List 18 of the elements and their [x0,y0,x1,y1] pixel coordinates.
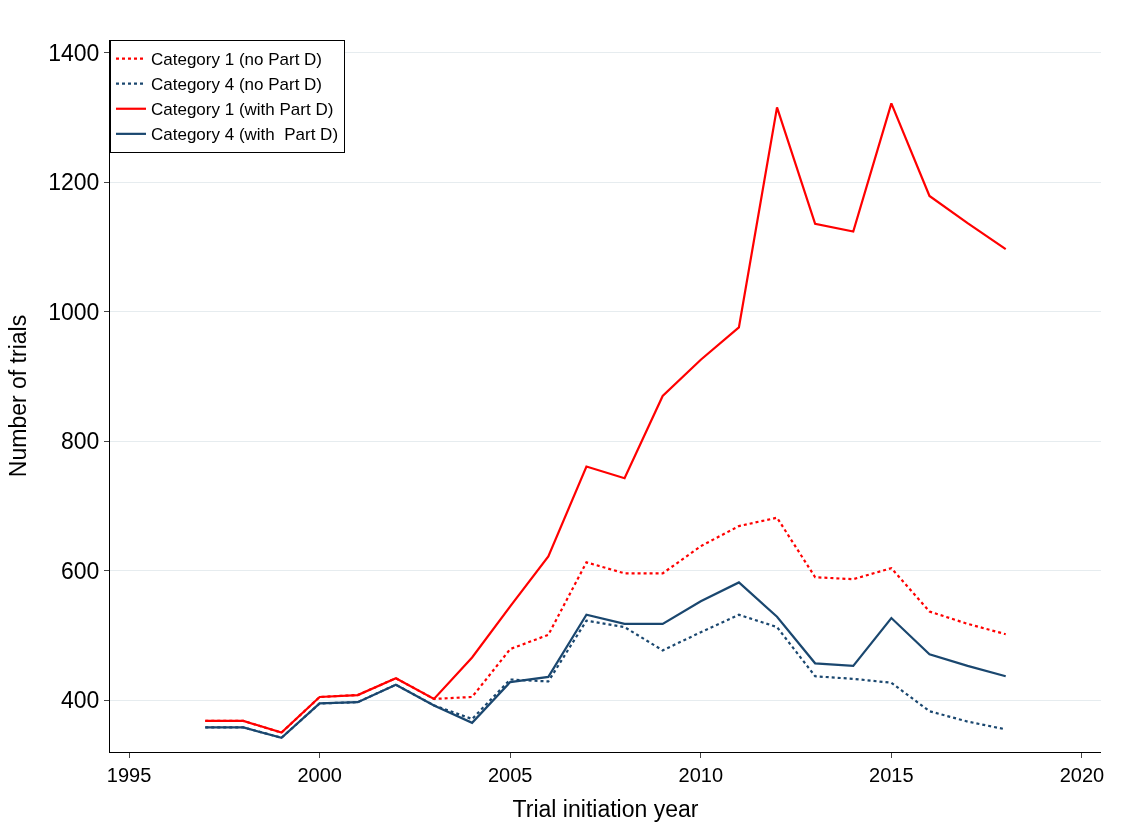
x-tick-label: 2020 [1059,764,1105,786]
x-tick-label: 1995 [106,764,152,786]
y-tick-label: 1000 [48,298,100,325]
y-tick-label: 1400 [48,40,100,66]
x-axis-title: Trial initiation year [512,795,699,822]
x-tick-label: 2005 [487,764,533,786]
x-tick-label: 2010 [678,764,724,786]
x-tick-label: 2015 [869,764,914,786]
legend-label: Category 4 (no Part D) [151,75,323,95]
legend-label: Category 4 (with Part D) [151,125,339,145]
y-tick-label: 1200 [48,169,100,196]
y-tick-label: 600 [61,557,100,584]
y-tick-label: 800 [61,428,100,455]
x-tick-label: 2000 [297,764,342,786]
y-axis-title: Number of trials [4,314,31,478]
y-tick-label: 400 [61,687,100,714]
legend-label: Category 1 (with Part D) [151,100,334,120]
legend-label: Category 1 (no Part D) [151,50,323,70]
